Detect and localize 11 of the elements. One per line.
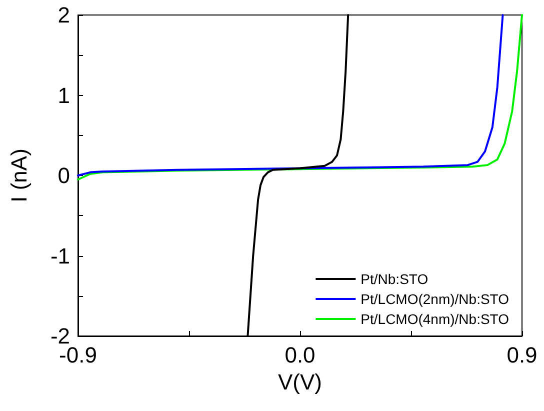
y-tick-label: 0 <box>58 163 70 188</box>
x-axis-title: V(V) <box>278 369 322 394</box>
y-tick-label: 2 <box>58 2 70 28</box>
x-tick-label: 0.0 <box>284 342 316 368</box>
x-tick-label: 0.9 <box>506 342 538 368</box>
y-tick-label: -1 <box>50 243 70 268</box>
legend-label: Pt/Nb:STO <box>360 271 428 287</box>
y-axis-title: I (nA) <box>6 148 32 202</box>
y-tick-label: 1 <box>58 82 70 108</box>
legend-label: Pt/LCMO(2nm)/Nb:STO <box>360 291 510 307</box>
legend-label: Pt/LCMO(4nm)/Nb:STO <box>360 311 510 327</box>
